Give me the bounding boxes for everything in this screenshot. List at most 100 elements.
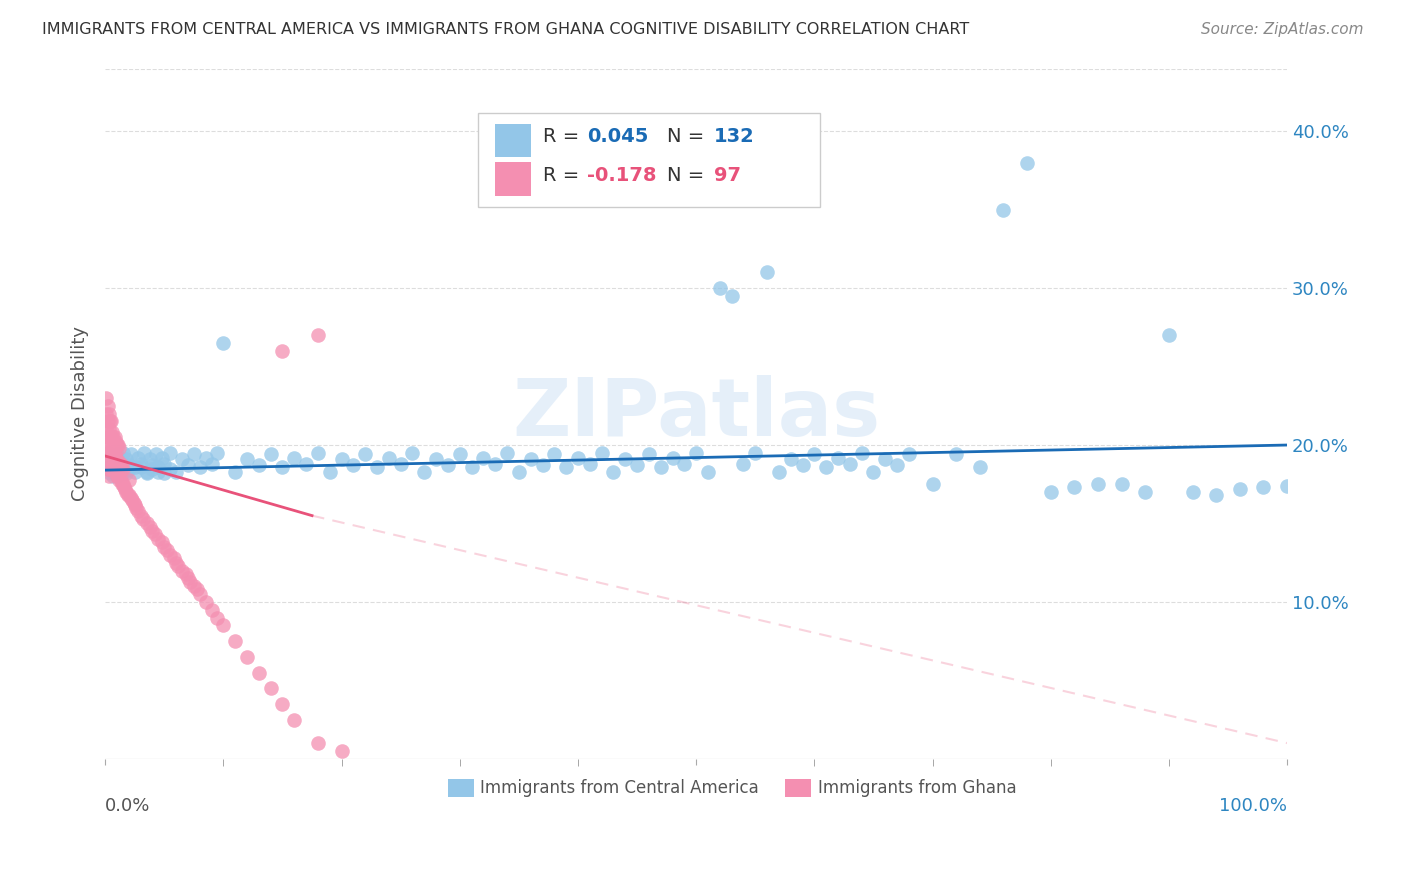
Point [105, 438, 128, 452]
Bar [449, 780, 474, 797]
Bar [495, 124, 530, 157]
Point [851, 446, 873, 460]
Point [886, 458, 908, 473]
Point [115, 485, 138, 500]
Point [111, 477, 134, 491]
Point [111, 461, 134, 475]
Point [188, 587, 211, 601]
Point [129, 460, 152, 475]
Point [1087, 477, 1109, 491]
Point [115, 452, 138, 467]
Point [101, 465, 124, 479]
Point [614, 452, 637, 467]
Point [437, 458, 460, 473]
Point [148, 460, 170, 475]
Point [401, 446, 423, 460]
Point [107, 453, 129, 467]
Text: 132: 132 [714, 128, 755, 146]
Point [118, 488, 141, 502]
Point [875, 452, 897, 467]
Point [139, 452, 162, 467]
Point [838, 457, 860, 471]
Point [156, 543, 179, 558]
Point [114, 482, 136, 496]
Point [177, 571, 200, 585]
Point [96, 453, 118, 467]
Point [413, 465, 436, 479]
Point [236, 452, 259, 467]
Point [98, 446, 121, 460]
Text: Immigrants from Ghana: Immigrants from Ghana [818, 780, 1017, 797]
Point [167, 558, 190, 573]
Point [1015, 155, 1038, 169]
Text: -0.178: -0.178 [588, 166, 657, 185]
Point [827, 450, 849, 465]
Point [111, 446, 134, 460]
Point [98, 467, 121, 481]
Point [118, 473, 141, 487]
Point [97, 446, 120, 460]
Point [163, 551, 186, 566]
Point [159, 548, 181, 562]
Point [224, 634, 246, 648]
Point [602, 465, 624, 479]
Point [1229, 482, 1251, 496]
Point [1253, 480, 1275, 494]
Point [862, 465, 884, 479]
Point [115, 467, 138, 481]
Point [141, 461, 163, 475]
Point [100, 457, 122, 471]
Point [496, 446, 519, 460]
Point [792, 458, 814, 473]
Point [638, 447, 661, 461]
Point [104, 450, 127, 465]
Bar [785, 780, 811, 797]
Point [107, 469, 129, 483]
Point [449, 447, 471, 461]
Point [174, 566, 197, 581]
Point [98, 450, 121, 465]
Point [295, 457, 318, 471]
Point [236, 649, 259, 664]
Point [1181, 485, 1204, 500]
Point [139, 519, 162, 533]
Point [150, 535, 173, 549]
Point [141, 524, 163, 539]
Point [104, 446, 127, 460]
Point [159, 461, 181, 475]
Text: 0.045: 0.045 [588, 128, 648, 146]
Point [472, 450, 495, 465]
Point [153, 540, 176, 554]
Point [342, 458, 364, 473]
Point [567, 450, 589, 465]
Point [271, 460, 294, 475]
Point [207, 610, 229, 624]
FancyBboxPatch shape [478, 113, 820, 207]
Point [179, 574, 201, 589]
Point [111, 461, 134, 475]
Point [134, 446, 156, 460]
Point [389, 457, 412, 471]
Point [110, 457, 132, 471]
Point [105, 469, 128, 483]
Text: 97: 97 [714, 166, 741, 185]
Point [330, 744, 353, 758]
Point [366, 460, 388, 475]
Y-axis label: Cognitive Disability: Cognitive Disability [72, 326, 89, 501]
Point [378, 450, 401, 465]
Point [104, 430, 127, 444]
Point [685, 446, 707, 460]
Point [271, 343, 294, 358]
Text: R =: R = [543, 166, 585, 185]
Point [100, 461, 122, 475]
Point [97, 430, 120, 444]
Text: 0.0%: 0.0% [105, 797, 150, 814]
Point [143, 527, 166, 541]
Point [661, 450, 683, 465]
Point [135, 467, 157, 481]
Point [170, 452, 193, 467]
Point [105, 469, 128, 483]
Point [97, 438, 120, 452]
Point [1157, 328, 1180, 343]
Point [307, 736, 329, 750]
